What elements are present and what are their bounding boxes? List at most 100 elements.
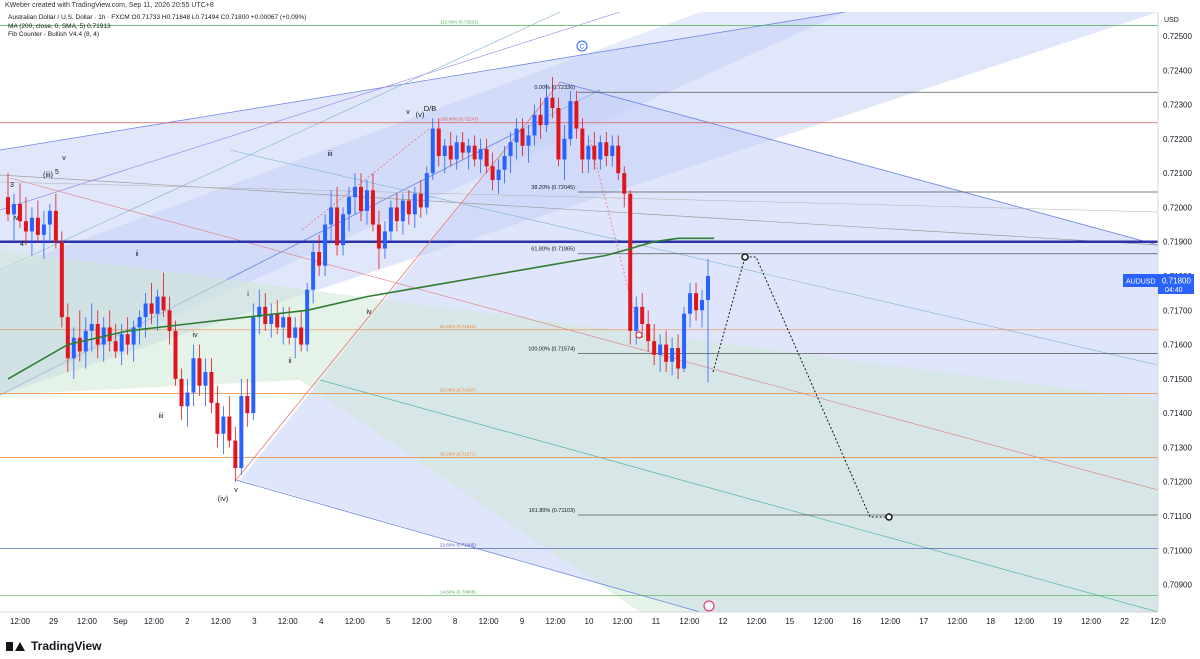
candle[interactable] xyxy=(23,197,28,246)
candle[interactable] xyxy=(335,186,340,256)
candle[interactable] xyxy=(682,306,687,372)
candle[interactable] xyxy=(113,324,118,359)
candle[interactable] xyxy=(53,193,58,249)
candle[interactable] xyxy=(382,221,387,259)
candle[interactable] xyxy=(568,90,573,146)
candle[interactable] xyxy=(77,310,82,362)
candle[interactable] xyxy=(251,303,256,420)
candle[interactable] xyxy=(239,378,244,475)
candle[interactable] xyxy=(317,234,322,276)
candle[interactable] xyxy=(664,330,669,372)
candle[interactable] xyxy=(305,282,310,352)
candle[interactable] xyxy=(269,303,274,338)
candle[interactable] xyxy=(197,344,202,396)
candle[interactable] xyxy=(700,289,705,328)
candle[interactable] xyxy=(341,207,346,256)
candle[interactable] xyxy=(610,135,615,167)
candle[interactable] xyxy=(490,152,495,191)
candle[interactable] xyxy=(191,344,196,407)
candle[interactable] xyxy=(173,320,178,386)
projection-point-2[interactable] xyxy=(885,513,893,521)
candle[interactable] xyxy=(454,135,459,170)
candle[interactable] xyxy=(6,173,10,222)
candle[interactable] xyxy=(436,118,441,167)
candle[interactable] xyxy=(119,324,124,366)
candle[interactable] xyxy=(179,368,184,420)
candle[interactable] xyxy=(646,310,651,352)
candle[interactable] xyxy=(394,193,399,232)
candle[interactable] xyxy=(95,310,100,359)
candle[interactable] xyxy=(143,293,148,338)
candle[interactable] xyxy=(227,396,232,448)
candle[interactable] xyxy=(185,378,190,427)
candle[interactable] xyxy=(484,138,489,174)
candle[interactable] xyxy=(496,159,501,194)
candle[interactable] xyxy=(538,97,543,139)
candle[interactable] xyxy=(29,207,34,256)
candle[interactable] xyxy=(670,337,675,376)
candle[interactable] xyxy=(299,310,304,352)
candle[interactable] xyxy=(293,317,298,359)
candle[interactable] xyxy=(694,282,699,321)
candle[interactable] xyxy=(221,406,226,455)
candle[interactable] xyxy=(203,358,208,407)
candle[interactable] xyxy=(544,84,549,132)
legend-fib[interactable]: Fib Counter - Bullish V4.4 (8, 4) xyxy=(8,31,100,38)
candle[interactable] xyxy=(209,358,214,414)
candle[interactable] xyxy=(358,173,363,222)
legend-symbol[interactable]: Australian Dollar / U.S. Dollar · 1h · F… xyxy=(8,14,307,21)
candle[interactable] xyxy=(311,241,316,304)
time-axis[interactable]: 12:00 29 12:00 Sep 12:00 2 12:00 3 12:00 4 12:00 5 1… xyxy=(0,611,1166,630)
candle[interactable] xyxy=(520,118,525,156)
candle[interactable] xyxy=(347,186,352,232)
price-axis[interactable]: USD 0.72500 0.72400 0.72300 0.72200 0.72100 0… xyxy=(1123,12,1200,630)
candle[interactable] xyxy=(430,118,435,180)
candle[interactable] xyxy=(592,132,597,170)
candle[interactable] xyxy=(400,193,405,235)
candle[interactable] xyxy=(640,293,645,338)
candle[interactable] xyxy=(275,300,280,335)
candle[interactable] xyxy=(257,289,262,335)
candle[interactable] xyxy=(658,334,663,372)
candle[interactable] xyxy=(598,135,603,170)
candle[interactable] xyxy=(155,289,160,331)
candle[interactable] xyxy=(11,193,16,242)
candle[interactable] xyxy=(388,200,393,242)
candle[interactable] xyxy=(137,310,142,345)
candle[interactable] xyxy=(47,204,52,242)
candle[interactable] xyxy=(628,190,633,345)
candle[interactable] xyxy=(676,334,681,379)
chart-legend[interactable]: Australian Dollar / U.S. Dollar · 1h · F… xyxy=(8,14,306,40)
candle[interactable] xyxy=(706,258,710,383)
projection-point-1[interactable] xyxy=(741,253,749,261)
candle[interactable] xyxy=(622,166,627,208)
candle[interactable] xyxy=(323,214,328,276)
candle[interactable] xyxy=(532,104,537,146)
candle[interactable] xyxy=(424,166,429,215)
candle[interactable] xyxy=(71,327,76,379)
candle[interactable] xyxy=(65,303,70,372)
tradingview-brand[interactable]: TradingView xyxy=(6,637,101,655)
candle[interactable] xyxy=(586,135,591,174)
candle[interactable] xyxy=(17,183,22,228)
candle[interactable] xyxy=(604,132,609,167)
candle[interactable] xyxy=(502,145,507,184)
candle[interactable] xyxy=(89,303,94,352)
candle[interactable] xyxy=(478,138,483,174)
candle[interactable] xyxy=(35,200,40,242)
candle[interactable] xyxy=(364,180,369,225)
candle[interactable] xyxy=(131,320,136,362)
candle[interactable] xyxy=(161,272,166,318)
candles[interactable] xyxy=(6,77,710,482)
candle[interactable] xyxy=(688,282,693,328)
candle[interactable] xyxy=(418,180,423,218)
candle[interactable] xyxy=(41,210,46,259)
candle[interactable] xyxy=(466,138,471,170)
candle[interactable] xyxy=(329,190,334,242)
candle[interactable] xyxy=(652,324,657,366)
candle[interactable] xyxy=(448,132,453,167)
candle[interactable] xyxy=(287,306,292,345)
candle[interactable] xyxy=(125,317,130,355)
candle[interactable] xyxy=(59,231,64,328)
